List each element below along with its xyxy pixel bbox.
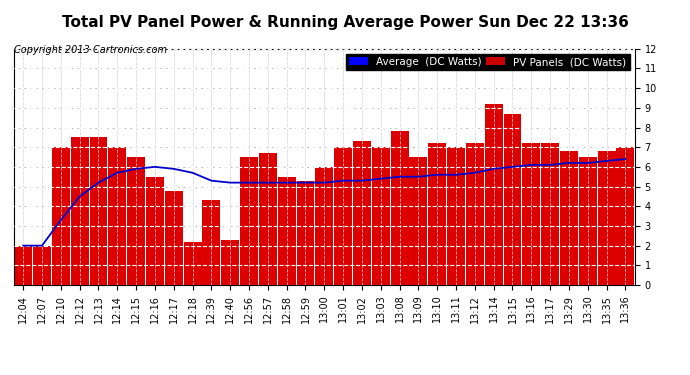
Bar (579, 157, 597, 285)
Bar (541, 143, 559, 285)
Bar (598, 151, 615, 285)
Bar (108, 147, 126, 285)
Legend: Average  (DC Watts), PV Panels  (DC Watts): Average (DC Watts), PV Panels (DC Watts) (346, 54, 629, 70)
Bar (184, 242, 201, 285)
Bar (616, 147, 634, 285)
Bar (221, 240, 239, 285)
Bar (334, 147, 352, 285)
Bar (353, 141, 371, 285)
Bar (522, 143, 540, 285)
Bar (202, 200, 220, 285)
Bar (409, 157, 427, 285)
Bar (240, 157, 258, 285)
Bar (146, 177, 164, 285)
Bar (90, 137, 108, 285)
Text: Total PV Panel Power & Running Average Power Sun Dec 22 13:36: Total PV Panel Power & Running Average P… (61, 15, 629, 30)
Bar (278, 177, 295, 285)
Bar (372, 147, 390, 285)
Bar (428, 143, 446, 285)
Bar (315, 167, 333, 285)
Text: Copyright 2013 Cartronics.com: Copyright 2013 Cartronics.com (14, 45, 167, 55)
Bar (485, 104, 502, 285)
Bar (447, 147, 465, 285)
Bar (71, 137, 88, 285)
Bar (466, 143, 484, 285)
Bar (52, 147, 70, 285)
Bar (165, 190, 183, 285)
Bar (391, 132, 408, 285)
Bar (259, 153, 277, 285)
Bar (127, 157, 145, 285)
Bar (33, 246, 51, 285)
Bar (14, 246, 32, 285)
Bar (504, 114, 522, 285)
Bar (560, 151, 578, 285)
Bar (297, 181, 315, 285)
